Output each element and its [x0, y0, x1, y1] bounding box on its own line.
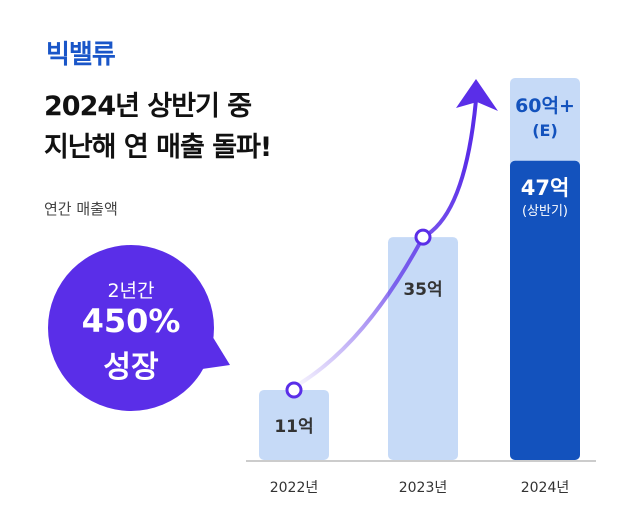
callout-tail — [190, 300, 230, 370]
data-point-marker — [414, 228, 432, 246]
x-tick-label: 2023년 — [399, 480, 448, 496]
bar-value-label: 35억 — [403, 280, 442, 300]
brand-logo: 빅밸류 — [46, 40, 116, 70]
title-line-1: 2024년 상반기 중 — [44, 91, 252, 122]
bar-value-label: 11억 — [274, 417, 313, 437]
callout-line-1: 2년간 — [107, 280, 155, 302]
callout-line-3: 성장 — [103, 350, 159, 385]
x-tick-label: 2022년 — [270, 480, 319, 496]
bar-2024년 — [510, 160, 580, 460]
estimate-sublabel: (E) — [532, 121, 558, 140]
bar-2022년 — [259, 389, 329, 460]
arrowhead-icon — [456, 79, 498, 111]
chart-subtitle: 연간 매출액 — [44, 200, 118, 218]
estimate-label: 60억+ — [515, 95, 575, 117]
callout-line-2: 450% — [81, 302, 181, 340]
bar-2023년 — [388, 237, 458, 460]
bar-sublabel: (상반기) — [522, 204, 568, 219]
title-line-2: 지난해 연 매출 돌파! — [44, 132, 272, 163]
data-point-marker — [285, 381, 303, 399]
page-title: 2024년 상반기 중 지난해 연 매출 돌파! — [44, 86, 272, 168]
bar-value-label: 47억 — [521, 176, 570, 200]
x-tick-label: 2024년 — [521, 480, 570, 496]
callout-circle — [48, 245, 214, 411]
